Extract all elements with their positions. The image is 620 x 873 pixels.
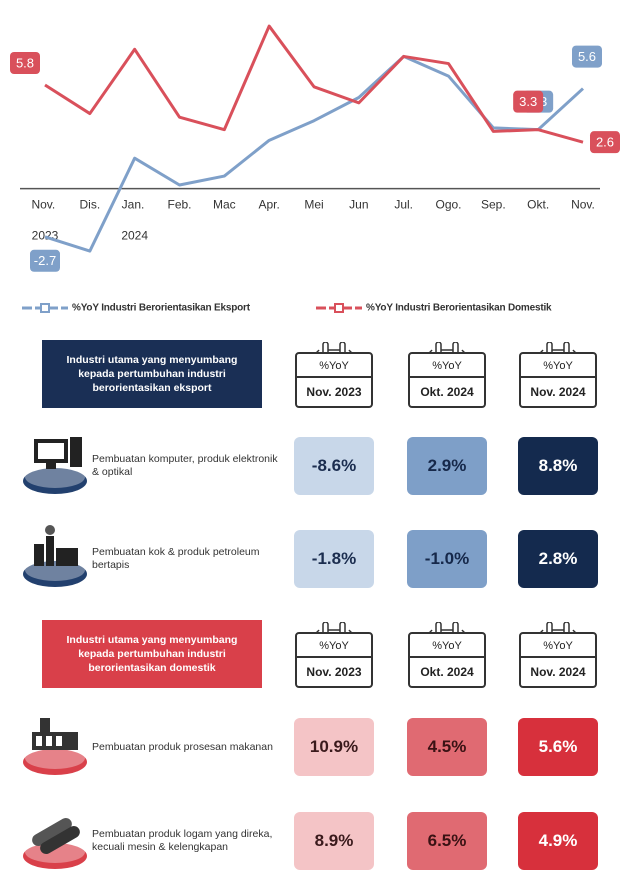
column-period: Nov. 2023 bbox=[306, 385, 362, 399]
section-header: Industri utama yang menyumbang kepada pe… bbox=[42, 340, 262, 408]
x-tick-label: Ogo. bbox=[435, 198, 461, 212]
row-label: Pembuatan produk prosesan makanan bbox=[92, 740, 273, 753]
value-label: 3.3 bbox=[519, 94, 537, 109]
column-unit: %YoY bbox=[410, 354, 484, 378]
column-period: Nov. 2024 bbox=[530, 665, 586, 679]
column-period: Nov. 2024 bbox=[530, 385, 586, 399]
calendar-header: %YoY Nov. 2023 bbox=[293, 340, 375, 410]
value-cell: 5.6% bbox=[518, 718, 598, 776]
column-period: Okt. 2024 bbox=[420, 665, 474, 679]
calendar-header: %YoY Nov. 2023 bbox=[293, 620, 375, 690]
value-label-box bbox=[572, 45, 602, 68]
column-unit: %YoY bbox=[521, 354, 595, 378]
value-label-box bbox=[30, 249, 60, 272]
value-cell: 8.8% bbox=[518, 437, 598, 495]
row-label: Pembuatan kok & produk petroleum bertapi… bbox=[92, 546, 260, 571]
row-icon bbox=[23, 525, 87, 587]
value-cell: 8.9% bbox=[294, 812, 374, 870]
x-tick-label: Feb. bbox=[167, 198, 191, 212]
calendar-box: %YoY Nov. 2024 bbox=[519, 632, 597, 688]
value-label: 5.8 bbox=[16, 55, 34, 70]
calendar-header: %YoY Nov. 2024 bbox=[517, 340, 599, 410]
column-unit: %YoY bbox=[521, 634, 595, 658]
x-tick-label: Sep. bbox=[481, 198, 506, 212]
value-cell: -1.0% bbox=[407, 530, 487, 588]
series-line bbox=[44, 24, 584, 144]
legend-marker bbox=[334, 303, 344, 313]
x-tick-label: Nov. bbox=[571, 198, 595, 212]
x-tick-label: Okt. bbox=[527, 198, 549, 212]
calendar-box: %YoY Nov. 2023 bbox=[295, 352, 373, 408]
calendar-box: %YoY Okt. 2024 bbox=[408, 632, 486, 688]
row-icon bbox=[23, 718, 87, 775]
x-tick-label: Nov. 2023 bbox=[31, 198, 58, 243]
column-period: Okt. 2024 bbox=[420, 385, 474, 399]
x-tick-label: Mac bbox=[213, 198, 236, 212]
row-icon bbox=[23, 437, 87, 494]
column-unit: %YoY bbox=[410, 634, 484, 658]
row-label: Pembuatan produk logam yang direka, kecu… bbox=[92, 828, 273, 853]
value-label: 2.6 bbox=[596, 135, 614, 150]
value-label-box bbox=[513, 90, 544, 113]
column-period: Nov. 2023 bbox=[306, 665, 362, 679]
value-cell: 4.9% bbox=[518, 812, 598, 870]
value-cell: 6.5% bbox=[407, 812, 487, 870]
chart: Nov. 2023 Dis. Jan. 2024 Feb. Mac Apr. Mei Jun J… bbox=[10, 24, 620, 314]
value-cell: 4.5% bbox=[407, 718, 487, 776]
section-header: Industri utama yang menyumbang kepada pe… bbox=[42, 620, 262, 688]
value-label: -2.7 bbox=[34, 253, 56, 268]
value-cell: 2.8% bbox=[518, 530, 598, 588]
column-unit: %YoY bbox=[297, 354, 371, 378]
x-tick-label: Dis. bbox=[79, 198, 100, 212]
calendar-header: %YoY Okt. 2024 bbox=[406, 340, 488, 410]
x-tick-label: Apr. bbox=[258, 198, 279, 212]
row-label: Pembuatan komputer, produk elektronik & … bbox=[92, 453, 278, 478]
calendar-box: %YoY Okt. 2024 bbox=[408, 352, 486, 408]
legend-label: %YoY Industri Berorientasikan Eksport bbox=[72, 303, 251, 314]
series-line bbox=[44, 54, 585, 253]
legend-label: %YoY Industri Berorientasikan Domestik bbox=[366, 303, 552, 314]
value-cell: 10.9% bbox=[294, 718, 374, 776]
value-label: 5.6 bbox=[578, 49, 596, 64]
calendar-box: %YoY Nov. 2023 bbox=[295, 632, 373, 688]
x-tick-label: Mei bbox=[304, 198, 323, 212]
value-cell: 2.9% bbox=[407, 437, 487, 495]
value-label-box bbox=[10, 52, 40, 74]
calendar-box: %YoY Nov. 2024 bbox=[519, 352, 597, 408]
value-label-box bbox=[590, 131, 620, 154]
row-icon bbox=[23, 818, 87, 869]
x-tick-label: Jan. 2024 bbox=[121, 198, 148, 243]
calendar-header: %YoY Nov. 2024 bbox=[517, 620, 599, 690]
x-tick-label: Jul. bbox=[394, 198, 413, 212]
calendar-header: %YoY Okt. 2024 bbox=[406, 620, 488, 690]
column-unit: %YoY bbox=[297, 634, 371, 658]
value-cell: -1.8% bbox=[294, 530, 374, 588]
legend-marker bbox=[40, 303, 50, 313]
x-tick-label: Jun bbox=[349, 198, 368, 212]
value-cell: -8.6% bbox=[294, 437, 374, 495]
